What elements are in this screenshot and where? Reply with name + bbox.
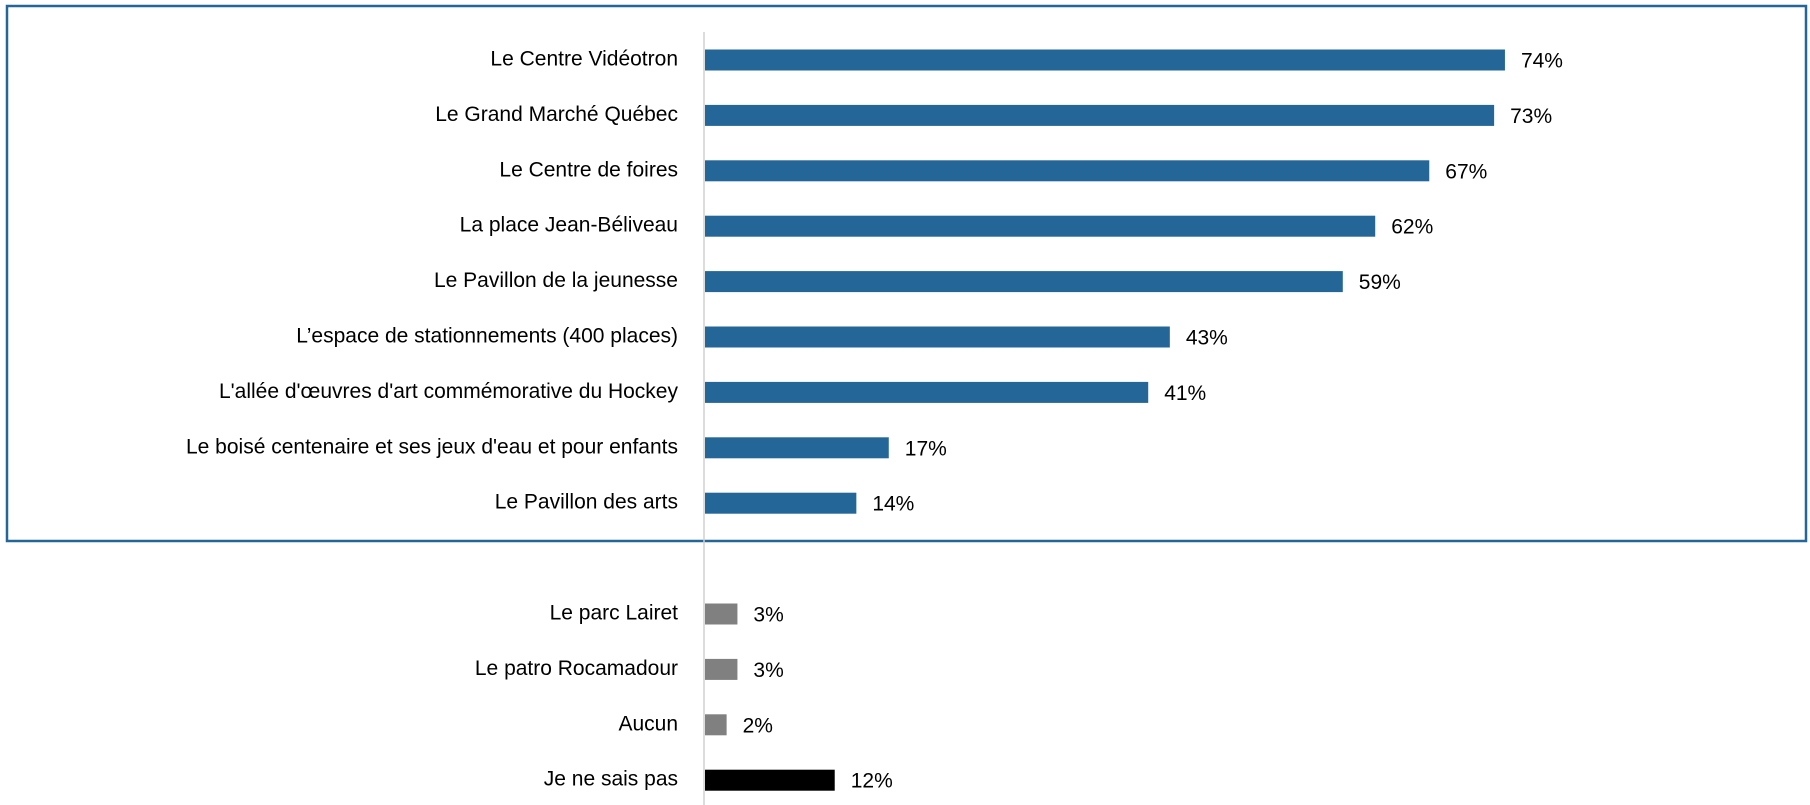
bar (705, 381, 1149, 403)
bar (705, 160, 1430, 182)
value-label: 62% (1391, 216, 1433, 239)
bar (705, 603, 738, 625)
category-label: Le Centre de foires (499, 158, 678, 181)
value-label: 3% (753, 604, 783, 627)
bar (705, 326, 1170, 348)
value-label: 59% (1359, 271, 1401, 294)
highlight-frame (5, 4, 1808, 543)
value-label: 17% (905, 437, 947, 460)
category-label: Le Pavillon des arts (495, 491, 678, 514)
bar (705, 215, 1376, 237)
category-label: Je ne sais pas (544, 768, 678, 791)
bar (705, 271, 1343, 293)
category-label: Le parc Lairet (550, 602, 679, 625)
category-label: Le Centre Vidéotron (490, 48, 678, 71)
bar (705, 437, 889, 459)
value-label: 12% (851, 770, 893, 793)
category-label: La place Jean-Béliveau (460, 214, 678, 237)
bar (705, 49, 1505, 71)
bar (705, 658, 738, 680)
value-label: 2% (743, 714, 773, 737)
value-label: 43% (1186, 327, 1228, 350)
category-label: Aucun (618, 712, 678, 735)
category-label: L’espace de stationnements (400 places) (296, 325, 678, 348)
value-label: 14% (872, 493, 914, 516)
bar (705, 714, 727, 736)
value-label: 74% (1521, 50, 1563, 73)
bar (705, 104, 1495, 126)
value-label: 73% (1510, 105, 1552, 128)
value-label: 3% (753, 659, 783, 682)
category-label: Le Pavillon de la jeunesse (434, 269, 678, 292)
category-label: Le patro Rocamadour (475, 657, 678, 680)
category-label: L'allée d'œuvres d'art commémorative du … (219, 380, 679, 403)
bar (705, 492, 857, 514)
value-label: 67% (1445, 160, 1487, 183)
value-label: 41% (1164, 382, 1206, 405)
category-label: Le Grand Marché Québec (435, 103, 678, 126)
bar (705, 769, 835, 791)
category-label: Le boisé centenaire et ses jeux d'eau et… (186, 435, 678, 458)
